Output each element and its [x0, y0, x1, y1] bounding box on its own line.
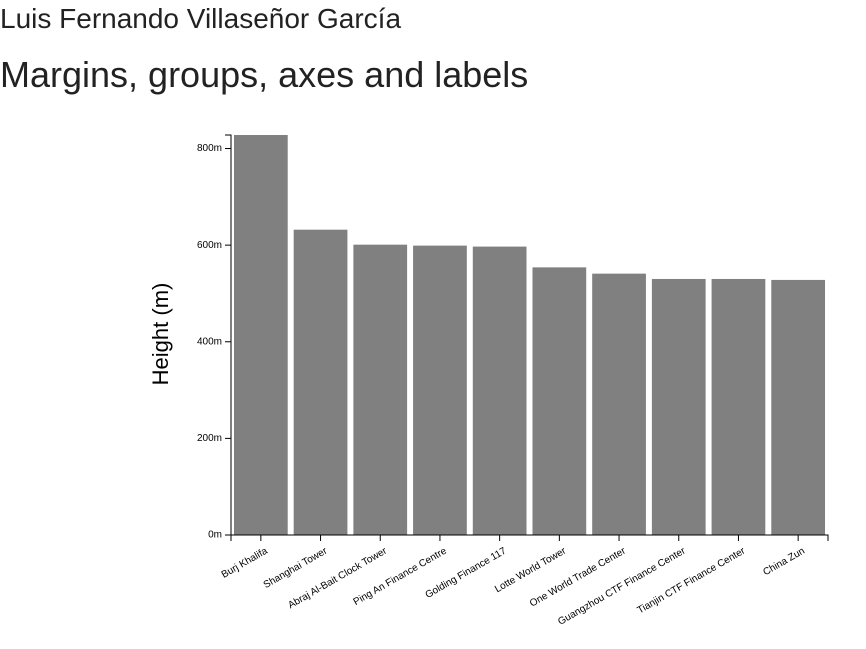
bar: [413, 245, 467, 535]
y-tick-label: 400m: [197, 336, 222, 347]
bar: [532, 267, 587, 535]
y-axis-title: Height (m): [148, 283, 173, 386]
x-tick-label: China Zun: [761, 546, 806, 579]
bar: [233, 135, 288, 535]
bar: [711, 278, 766, 535]
y-tick-label: 800m: [197, 143, 222, 154]
bar: [771, 279, 826, 535]
x-tick-label: Abraj Al-Bait Clock Tower: [286, 545, 389, 611]
x-axis-line: [230, 534, 829, 541]
bar: [592, 273, 646, 535]
y-tick-label: 200m: [197, 433, 222, 444]
bar: [293, 229, 348, 536]
page-title: Margins, groups, axes and labels: [0, 54, 529, 95]
y-tick-label: 600m: [197, 240, 222, 251]
bar: [472, 246, 527, 535]
x-tick-label: Burj Khalifa: [220, 545, 270, 580]
x-tick-label: Tianjin CTF Finance Center: [636, 545, 748, 616]
x-tick-label: One World Trade Center: [528, 545, 628, 609]
bar: [651, 278, 706, 535]
y-tick-label: 0m: [208, 530, 222, 541]
author-name: Luis Fernando Villaseñor García: [0, 3, 402, 34]
bar: [353, 244, 408, 535]
y-axis-line: [225, 134, 232, 536]
